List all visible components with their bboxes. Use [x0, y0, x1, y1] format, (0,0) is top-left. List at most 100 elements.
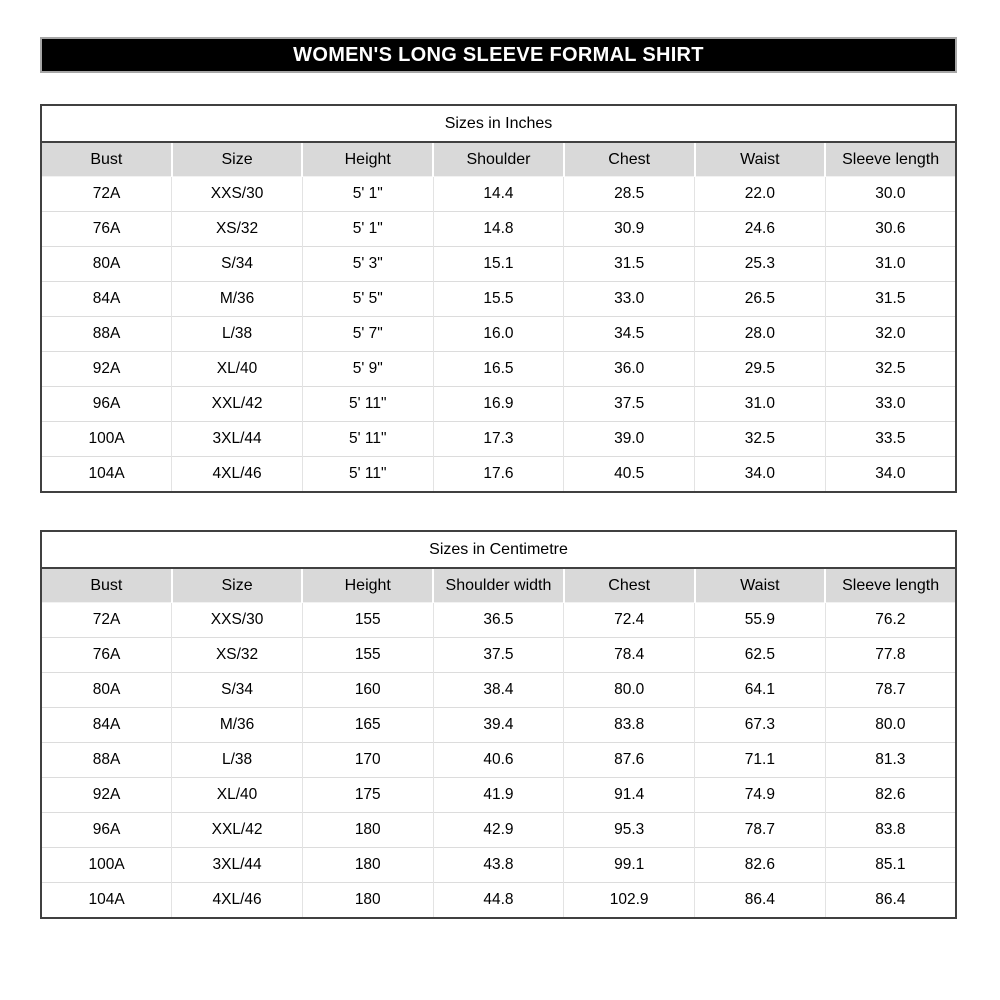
table-cell: 76A	[41, 211, 172, 247]
table-cell: 104A	[41, 882, 172, 918]
table-cell: 15.1	[432, 246, 564, 282]
table-row: 80A S/34 160 38.4 80.0 64.1 78.7	[41, 672, 956, 708]
table-cell: 55.9	[694, 602, 826, 638]
table-cell: 16.9	[432, 386, 564, 422]
table-cell: 92A	[41, 777, 172, 813]
table-cell: 180	[301, 847, 434, 883]
table-cell: 64.1	[694, 672, 826, 708]
table-cell: 170	[301, 742, 434, 778]
table-cell: 76A	[41, 637, 172, 673]
table-cell: 31.5	[563, 246, 695, 282]
table-cell: 5' 11"	[301, 386, 434, 422]
table-cell: 42.9	[432, 812, 564, 848]
table-cell: 77.8	[824, 637, 956, 673]
table-cell: 83.8	[563, 707, 695, 743]
table-cell: 84A	[41, 707, 172, 743]
table-cell: 4XL/46	[171, 882, 303, 918]
page-title: WOMEN'S LONG SLEEVE FORMAL SHIRT	[293, 43, 704, 66]
table-row: 88A L/38 170 40.6 87.6 71.1 81.3	[41, 742, 956, 778]
table-cell: 31.5	[824, 281, 956, 317]
table-cell: 36.0	[563, 351, 695, 387]
table-row: 96A XXL/42 180 42.9 95.3 78.7 83.8	[41, 812, 956, 848]
table-cell: 72A	[41, 602, 172, 638]
table-cell: 88A	[41, 316, 172, 352]
table-cell: 34.0	[694, 456, 826, 492]
table-row: 104A 4XL/46 180 44.8 102.9 86.4 86.4	[41, 882, 956, 918]
table-cell: 72A	[41, 176, 172, 212]
table-cell: 95.3	[563, 812, 695, 848]
title-banner: WOMEN'S LONG SLEEVE FORMAL SHIRT	[40, 37, 957, 73]
table-cell: XXL/42	[171, 386, 303, 422]
table-cell: M/36	[171, 707, 303, 743]
table-cell: 80.0	[563, 672, 695, 708]
column-header: Shoulder	[432, 142, 564, 177]
table-cell: 41.9	[432, 777, 564, 813]
table-cell: 81.3	[824, 742, 956, 778]
table-header-row: Bust Size Height Shoulder Chest Waist Sleeve l…	[41, 142, 956, 177]
table-cell: 88A	[41, 742, 172, 778]
table-title: Sizes in Inches	[41, 105, 956, 143]
table-cell: 91.4	[563, 777, 695, 813]
table-cell: 40.5	[563, 456, 695, 492]
table-cell: 34.0	[824, 456, 956, 492]
table-cell: 74.9	[694, 777, 826, 813]
table-cell: XXS/30	[171, 602, 303, 638]
table-cell: 39.0	[563, 421, 695, 457]
table-cell: 100A	[41, 847, 172, 883]
table-row: 104A 4XL/46 5' 11" 17.6 40.5 34.0 34.0	[41, 456, 956, 492]
table-cell: 96A	[41, 812, 172, 848]
table-cell: L/38	[171, 742, 303, 778]
table-cell: 39.4	[432, 707, 564, 743]
table-row: 100A 3XL/44 180 43.8 99.1 82.6 85.1	[41, 847, 956, 883]
table-cell: 5' 5"	[301, 281, 434, 317]
table-cell: 80A	[41, 246, 172, 282]
table-cell: 34.5	[563, 316, 695, 352]
table-cell: XS/32	[171, 211, 303, 247]
table-cell: 80A	[41, 672, 172, 708]
table-row: 84A M/36 5' 5" 15.5 33.0 26.5 31.5	[41, 281, 956, 317]
table-cell: 32.5	[824, 351, 956, 387]
table-cell: 5' 1"	[301, 176, 434, 212]
table-cell: 38.4	[432, 672, 564, 708]
table-cell: 44.8	[432, 882, 564, 918]
table-cell: 16.5	[432, 351, 564, 387]
table-cell: 86.4	[694, 882, 826, 918]
table-cell: 92A	[41, 351, 172, 387]
table-cell: 37.5	[432, 637, 564, 673]
table-cell: 31.0	[824, 246, 956, 282]
table-cell: 33.0	[563, 281, 695, 317]
table-cell: 40.6	[432, 742, 564, 778]
table-cell: 22.0	[694, 176, 826, 212]
table-row: 76A XS/32 5' 1" 14.8 30.9 24.6 30.6	[41, 211, 956, 247]
table-cell: 31.0	[694, 386, 826, 422]
table-cell: 33.5	[824, 421, 956, 457]
table-cell: 25.3	[694, 246, 826, 282]
column-header: Waist	[693, 142, 826, 177]
table-cell: 72.4	[563, 602, 695, 638]
table-cell: 78.4	[563, 637, 695, 673]
table-row: 84A M/36 165 39.4 83.8 67.3 80.0	[41, 707, 956, 743]
table-row: 92A XL/40 5' 9" 16.5 36.0 29.5 32.5	[41, 351, 956, 387]
table-cell: 83.8	[824, 812, 956, 848]
table-cell: XL/40	[171, 777, 303, 813]
table-cell: 30.6	[824, 211, 956, 247]
table-cell: 165	[301, 707, 434, 743]
table-cell: 78.7	[824, 672, 956, 708]
table-cell: 32.5	[694, 421, 826, 457]
table-row: 92A XL/40 175 41.9 91.4 74.9 82.6	[41, 777, 956, 813]
table-cell: 62.5	[694, 637, 826, 673]
column-header: Size	[170, 568, 303, 603]
table-cell: 28.0	[694, 316, 826, 352]
table-row: 96A XXL/42 5' 11" 16.9 37.5 31.0 33.0	[41, 386, 956, 422]
table-cell: M/36	[171, 281, 303, 317]
column-header: Shoulder width	[432, 568, 564, 603]
table-cell: XXL/42	[171, 812, 303, 848]
table-cell: L/38	[171, 316, 303, 352]
table-cell: 99.1	[563, 847, 695, 883]
table-cell: 80.0	[824, 707, 956, 743]
table-title: Sizes in Centimetre	[41, 531, 956, 569]
column-header: Sleeve length	[824, 142, 956, 177]
column-header: Height	[301, 142, 434, 177]
column-header: Height	[301, 568, 434, 603]
table-cell: 16.0	[432, 316, 564, 352]
